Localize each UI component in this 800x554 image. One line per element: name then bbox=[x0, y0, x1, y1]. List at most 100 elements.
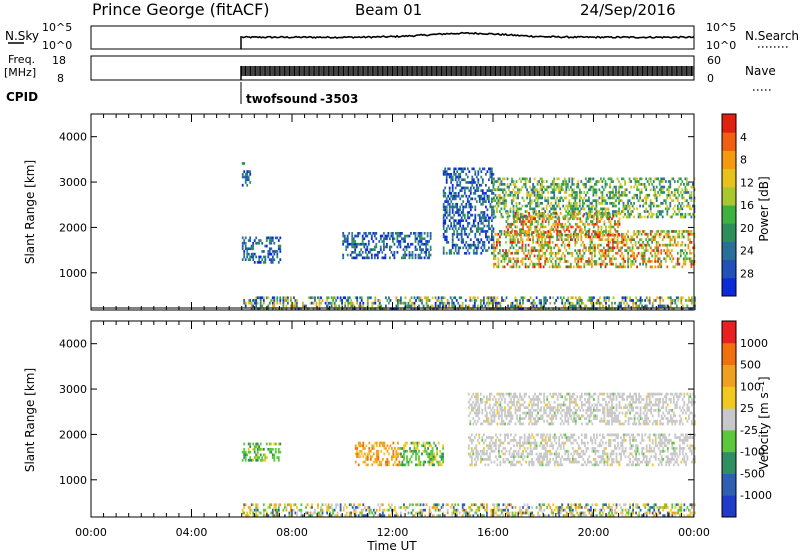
data-cell bbox=[609, 196, 611, 200]
data-cell bbox=[489, 238, 492, 241]
data-cell bbox=[243, 450, 246, 454]
data-cell bbox=[448, 175, 451, 179]
data-cell bbox=[244, 514, 247, 517]
data-cell bbox=[524, 180, 527, 183]
data-cell bbox=[587, 217, 589, 221]
data-cell bbox=[473, 296, 476, 300]
data-cell bbox=[541, 307, 544, 310]
data-cell bbox=[643, 185, 646, 189]
data-cell bbox=[666, 207, 669, 211]
data-cell bbox=[538, 260, 540, 263]
data-cell bbox=[605, 214, 607, 218]
data-cell bbox=[584, 304, 586, 308]
data-cell bbox=[582, 307, 585, 310]
station-title: Prince George (fitACF) bbox=[92, 0, 270, 19]
data-cell bbox=[655, 230, 658, 233]
data-cell bbox=[686, 204, 688, 208]
data-cell bbox=[532, 299, 535, 302]
data-cell bbox=[499, 183, 501, 186]
data-cell bbox=[273, 453, 276, 457]
data-cell bbox=[426, 242, 429, 246]
data-cell bbox=[501, 511, 503, 515]
data-cell bbox=[590, 514, 592, 517]
data-cell bbox=[669, 251, 672, 255]
data-cell bbox=[612, 191, 614, 194]
data-cell bbox=[533, 207, 536, 211]
data-cell bbox=[611, 217, 613, 221]
data-cell bbox=[639, 301, 642, 305]
data-cell bbox=[588, 235, 590, 239]
data-cell bbox=[469, 197, 472, 201]
data-cell bbox=[606, 506, 609, 509]
data-cell bbox=[595, 204, 598, 208]
data-cell bbox=[261, 258, 264, 261]
data-cell bbox=[603, 503, 606, 507]
data-cell bbox=[573, 307, 576, 310]
data-cell bbox=[476, 304, 479, 308]
data-cell bbox=[640, 243, 643, 247]
data-cell bbox=[318, 301, 321, 305]
data-cell bbox=[446, 508, 449, 512]
data-cell bbox=[496, 243, 498, 247]
data-cell bbox=[609, 257, 611, 261]
data-cell bbox=[588, 257, 590, 261]
data-cell bbox=[550, 232, 553, 236]
data-cell bbox=[566, 207, 569, 211]
data-cell bbox=[676, 199, 679, 202]
data-cell bbox=[664, 251, 667, 255]
data-cell bbox=[250, 307, 253, 310]
data-cell bbox=[421, 514, 423, 517]
data-cell bbox=[663, 185, 666, 189]
data-cell bbox=[446, 299, 449, 302]
data-cell bbox=[667, 243, 670, 247]
data-cell bbox=[511, 511, 514, 515]
data-cell bbox=[636, 196, 638, 200]
data-cell bbox=[592, 243, 595, 247]
data-cell bbox=[621, 511, 624, 515]
data-cell bbox=[602, 506, 604, 509]
data-cell bbox=[429, 245, 432, 249]
data-cell bbox=[360, 296, 363, 300]
data-cell bbox=[660, 180, 663, 183]
data-cell bbox=[456, 230, 459, 233]
data-cell bbox=[609, 177, 611, 181]
data-cell bbox=[444, 213, 447, 217]
data-cell bbox=[564, 304, 567, 308]
data-cell bbox=[373, 234, 376, 238]
data-cell bbox=[565, 183, 568, 186]
data-cell bbox=[442, 189, 445, 192]
data-cell bbox=[635, 301, 637, 305]
data-cell bbox=[443, 296, 446, 300]
data-cell bbox=[468, 216, 471, 220]
data-cell bbox=[338, 304, 340, 308]
data-cell bbox=[311, 296, 313, 300]
data-cell bbox=[366, 256, 369, 260]
data-cell bbox=[400, 296, 402, 300]
data-cell bbox=[502, 257, 504, 261]
data-cell bbox=[636, 185, 638, 189]
data-cell bbox=[547, 230, 550, 233]
data-cell bbox=[676, 241, 679, 244]
data-cell bbox=[544, 257, 547, 261]
data-cell bbox=[256, 450, 259, 454]
data-cell bbox=[535, 304, 538, 308]
data-cell bbox=[415, 299, 417, 302]
data-cell bbox=[615, 222, 618, 226]
data-cell bbox=[585, 185, 587, 189]
data-cell bbox=[580, 301, 583, 305]
data-cell bbox=[588, 260, 590, 263]
data-cell bbox=[445, 241, 448, 244]
data-cell bbox=[668, 511, 671, 515]
data-cell bbox=[496, 506, 499, 509]
data-cell bbox=[587, 503, 589, 507]
data-cell bbox=[692, 304, 695, 308]
data-cell bbox=[350, 511, 353, 515]
data-cell bbox=[528, 514, 530, 517]
data-cell bbox=[448, 173, 451, 176]
data-cell bbox=[503, 193, 506, 197]
data-cell bbox=[607, 232, 610, 236]
data-cell bbox=[256, 514, 259, 517]
data-cell bbox=[518, 188, 521, 192]
data-cell bbox=[522, 299, 524, 302]
data-cell bbox=[675, 304, 678, 308]
